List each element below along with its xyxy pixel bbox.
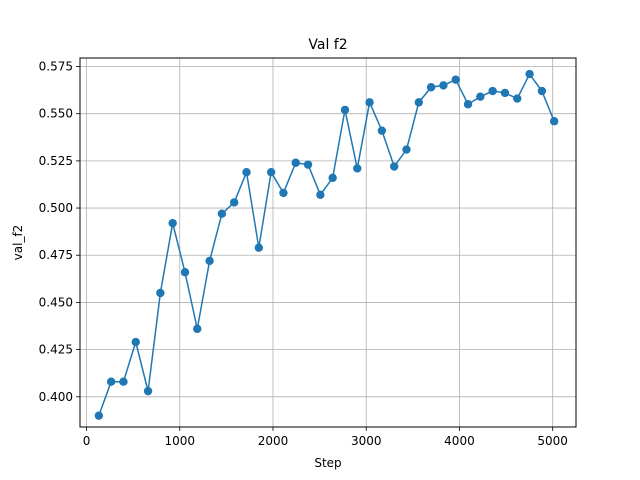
data-point xyxy=(143,386,153,396)
data-point xyxy=(328,173,337,183)
data-point xyxy=(266,167,276,177)
data-point xyxy=(303,160,313,169)
data-point xyxy=(316,190,325,200)
data-series xyxy=(94,69,559,420)
y-tick-label: 0.425 xyxy=(39,343,73,357)
data-point xyxy=(488,86,497,96)
plot-frame xyxy=(79,57,577,428)
data-point xyxy=(500,88,510,98)
data-point xyxy=(156,288,165,298)
data-point xyxy=(513,94,522,103)
data-point xyxy=(402,145,411,154)
y-axis-label: val_f2 xyxy=(11,225,25,261)
data-point xyxy=(279,188,288,198)
data-point xyxy=(340,105,350,115)
x-tick-label: 5000 xyxy=(537,434,568,448)
data-point xyxy=(377,126,387,135)
data-point xyxy=(549,117,559,126)
data-point xyxy=(254,243,264,252)
data-point xyxy=(389,162,399,171)
data-point xyxy=(426,83,436,92)
data-point xyxy=(180,268,190,277)
y-tick-label: 0.400 xyxy=(39,390,73,404)
y-tick-label: 0.525 xyxy=(39,154,73,168)
data-point xyxy=(451,75,460,84)
data-point xyxy=(168,218,177,228)
axis-ticks: 0 1000 2000 3000 4000 5000 0.400 0.425 0.450 0.47… xyxy=(39,59,568,448)
y-tick-label: 0.575 xyxy=(39,59,73,73)
data-point xyxy=(476,92,485,101)
data-point xyxy=(537,86,547,96)
x-tick-label: 2000 xyxy=(258,434,289,448)
data-point xyxy=(414,98,424,107)
data-point xyxy=(230,198,239,207)
x-tick-label: 3000 xyxy=(351,434,382,448)
chart-title: Val f2 xyxy=(308,37,347,53)
data-point xyxy=(205,256,214,266)
y-tick-label: 0.500 xyxy=(39,201,73,215)
y-tick-label: 0.550 xyxy=(39,107,73,121)
x-tick-label: 1000 xyxy=(164,434,195,448)
data-point xyxy=(525,69,534,79)
data-point xyxy=(365,98,374,107)
data-point xyxy=(193,324,202,334)
data-point xyxy=(94,411,104,420)
y-tick-label: 0.475 xyxy=(39,248,73,262)
data-point xyxy=(291,158,300,167)
data-point xyxy=(353,164,362,173)
data-point xyxy=(119,377,128,386)
data-point xyxy=(242,167,251,177)
data-point xyxy=(131,337,140,347)
data-point xyxy=(463,100,473,109)
y-tick-label: 0.450 xyxy=(39,295,73,309)
data-point xyxy=(106,377,116,386)
x-tick-label: 4000 xyxy=(444,434,475,448)
x-axis-label: Step xyxy=(314,456,341,470)
data-point xyxy=(439,81,448,90)
data-point xyxy=(217,209,227,218)
x-tick-label: 0 xyxy=(83,434,91,448)
